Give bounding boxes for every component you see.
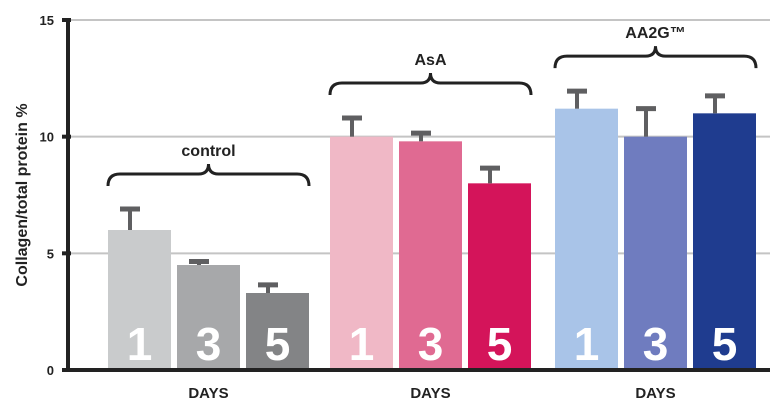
bar-day-label: 1 bbox=[349, 318, 375, 370]
bar-day-label: 1 bbox=[127, 318, 153, 370]
bar-day-label: 5 bbox=[712, 318, 738, 370]
y-tick-label: 5 bbox=[47, 246, 54, 261]
x-axis-label: DAYS bbox=[635, 385, 675, 402]
bar bbox=[624, 136, 687, 370]
y-tick-label: 15 bbox=[40, 13, 54, 28]
group-label: AsA bbox=[414, 52, 446, 69]
bar-day-label: 1 bbox=[574, 318, 600, 370]
bar-day-label: 3 bbox=[418, 318, 444, 370]
x-axis-label: DAYS bbox=[188, 385, 228, 402]
bar bbox=[330, 136, 393, 370]
bar bbox=[399, 141, 462, 370]
bar bbox=[108, 230, 171, 370]
bar bbox=[693, 113, 756, 370]
group-label: AA2G™ bbox=[625, 25, 685, 42]
group-brace bbox=[553, 46, 758, 69]
bar-group: 1 3 5 control bbox=[106, 143, 311, 370]
bar-day-label: 5 bbox=[265, 318, 291, 370]
group-brace bbox=[328, 72, 533, 96]
y-tick-label: 0 bbox=[47, 363, 54, 378]
x-axis: DAYS DAYS DAYS bbox=[68, 368, 770, 402]
bar-day-label: 5 bbox=[487, 318, 513, 370]
bar-day-label: 3 bbox=[643, 318, 669, 370]
x-axis-label: DAYS bbox=[410, 385, 450, 402]
y-axis-label: Collagen/total protein % bbox=[14, 103, 31, 286]
group-label: control bbox=[181, 143, 235, 160]
bar bbox=[468, 183, 531, 370]
group-brace bbox=[106, 163, 311, 187]
bar-day-label: 3 bbox=[196, 318, 222, 370]
y-tick-label: 10 bbox=[40, 130, 54, 145]
bar bbox=[246, 293, 309, 370]
bar-group: 1 3 5 AA2G™ bbox=[553, 25, 758, 371]
y-axis: 0 5 10 15 bbox=[40, 13, 71, 378]
bar bbox=[177, 265, 240, 370]
bar-group: 1 3 5 AsA bbox=[328, 52, 533, 370]
bar bbox=[555, 108, 618, 371]
